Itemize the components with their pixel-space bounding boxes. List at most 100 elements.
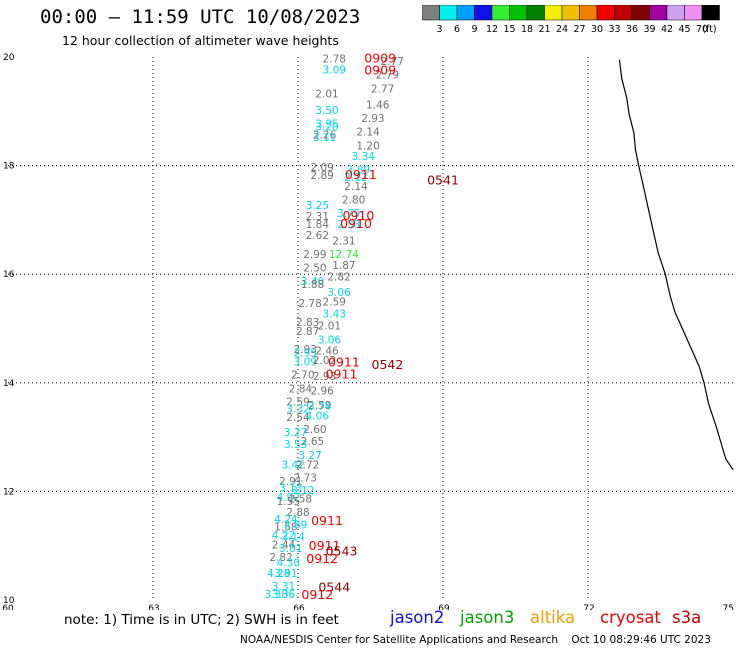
wave-height-label: 1.87	[332, 260, 355, 272]
satellite-legend-jason2: jason2	[390, 608, 445, 627]
wave-height-label: 2.50	[303, 262, 326, 274]
wave-height-label: 2.58	[289, 493, 312, 505]
pass-time-label: 0911	[328, 355, 360, 370]
wave-height-label: 2.01	[315, 89, 338, 101]
wave-height-color-legend: 3 6 9 12 15 18 21 24 27 30 33 36 39 42 45 70 (ft)	[421, 4, 732, 39]
pass-time-label: 0912	[306, 551, 338, 566]
wave-height-label: 2.80	[342, 195, 365, 207]
wave-height-label: 3.11	[313, 132, 336, 144]
wave-height-label: 3.27	[284, 427, 307, 439]
wave-height-label: 1.55	[277, 496, 300, 508]
footer: NOAA/NESDIS Center for Satellite Applica…	[240, 634, 711, 646]
wave-height-label: 4.92	[277, 492, 300, 504]
pass-time-label: 0910	[343, 208, 375, 223]
wave-height-label: 3.12	[291, 485, 314, 497]
wave-height-label: 3.42	[281, 460, 304, 472]
wave-height-label: 3.79	[337, 208, 360, 220]
pass-time-label: 0911	[309, 538, 341, 553]
wave-height-label: 2.84	[289, 384, 313, 396]
x-tick-label: 72	[583, 604, 594, 610]
legend-bin-label: 6	[454, 24, 460, 35]
wave-height-label: 2.78	[323, 53, 346, 65]
wave-height-label: 3.09	[294, 356, 317, 368]
legend-bin-label: 9	[471, 24, 477, 35]
wave-height-label: 2.09	[310, 162, 333, 174]
legend-bin-label: 27	[573, 24, 585, 35]
wave-height-label: 2.31	[332, 235, 355, 247]
legend-swatch	[701, 4, 720, 21]
wave-height-label: 2.93	[361, 113, 384, 125]
wave-height-label: 3.74	[308, 401, 332, 413]
wave-height-label: 2.99	[303, 249, 326, 261]
wave-height-label: 2.02	[313, 355, 336, 367]
wave-height-label: 2.01	[318, 321, 341, 333]
pass-time-label: 0910	[340, 216, 372, 231]
wave-height-label: 3.53	[284, 439, 307, 451]
pass-time-label: 0912	[301, 587, 333, 602]
wave-height-label: 3.95	[315, 119, 338, 131]
wave-height-label: 2.54	[286, 412, 310, 424]
wave-height-label: 3.89	[347, 165, 370, 177]
satellite-legend-cryosat: cryosat	[600, 608, 661, 627]
y-tick-label: 18	[3, 162, 15, 172]
wave-height-label: 3.06	[327, 287, 351, 299]
x-tick-label: 75	[723, 604, 734, 610]
wave-height-label: 2.70	[291, 369, 314, 381]
y-tick-label: 10	[3, 596, 15, 606]
wave-height-label: 3.32	[286, 404, 309, 416]
legend-swatches: 3 6 9 12 15 18 21 24 27 30 33 36 39 42 45 70(ft)	[421, 4, 720, 35]
legend-bin-label: 21	[538, 24, 550, 35]
legend-bin-label: 3	[436, 24, 442, 35]
wave-height-label: 2.73	[294, 473, 317, 485]
wave-height-label: 2.46	[315, 346, 339, 358]
wave-height-label: 3.50	[315, 105, 338, 117]
wave-height-label: 3.36	[272, 589, 296, 601]
wave-height-label: 2.62	[306, 230, 329, 242]
legend-bin-label: 45	[678, 24, 690, 35]
wave-height-label: 2.14	[344, 181, 368, 193]
wave-height-label: 3.40	[301, 276, 324, 288]
wave-height-label: 2.78	[298, 298, 321, 310]
wave-height-label: 1.46	[366, 100, 390, 112]
y-tick-label: 16	[3, 270, 15, 280]
satellite-legend-altika: altika	[530, 608, 576, 627]
legend-bin-label: 24	[556, 24, 568, 35]
x-tick-label: 66	[293, 604, 305, 610]
wave-height-label: 2.87	[296, 326, 319, 338]
pass-time-label: 0541	[427, 173, 459, 188]
legend-bin-label: 42	[661, 24, 673, 35]
wave-height-label: 3.27	[298, 450, 321, 462]
legend-bin-label: 30	[591, 24, 603, 35]
wave-height-label: 2.65	[301, 436, 324, 448]
wave-height-label: 2.31	[306, 211, 329, 223]
pass-time-label: 0543	[326, 543, 358, 558]
x-tick-label: 63	[148, 604, 159, 610]
pass-time-label: 0909	[364, 62, 396, 77]
wave-height-label: 2.59	[323, 297, 346, 309]
wave-height-label: 3.14	[281, 531, 305, 543]
wave-height-label: 2.79	[376, 70, 399, 82]
y-tick-label: 20	[3, 53, 15, 63]
legend-bin-label: 70	[696, 24, 708, 35]
wave-height-label: 4.28	[267, 568, 290, 580]
pass-time-label: 0542	[372, 357, 404, 372]
wave-height-label: 3.91	[274, 568, 297, 580]
wave-height-label: 2.95	[294, 348, 317, 360]
pass-time-label: 0544	[318, 579, 350, 594]
wave-height-label: 1.88	[301, 279, 324, 291]
legend-unit: (ft)	[702, 24, 716, 35]
wave-height-label: 2.82	[327, 272, 350, 284]
note-text: note: 1) Time is in UTC; 2) SWH is in fe…	[64, 612, 339, 628]
wave-height-label: 4.24	[274, 514, 298, 526]
wave-height-label: 2.14	[356, 127, 380, 139]
wave-height-label: 2.93	[294, 344, 317, 356]
wave-height-label: 2.77	[371, 83, 394, 95]
chart-title: 00:00 – 11:59 UTC 10/08/2023	[40, 6, 361, 28]
wave-height-label: 2.12	[344, 172, 367, 184]
wave-height-label: 2.82	[269, 552, 292, 564]
wave-height-label: 2.88	[286, 507, 309, 519]
wave-height-label: 3.34	[352, 151, 376, 163]
wave-height-label: 12.74	[329, 249, 359, 261]
footer-credit: NOAA/NESDIS Center for Satellite Applica…	[240, 634, 558, 646]
satellite-legend-jason3: jason3	[460, 608, 515, 627]
